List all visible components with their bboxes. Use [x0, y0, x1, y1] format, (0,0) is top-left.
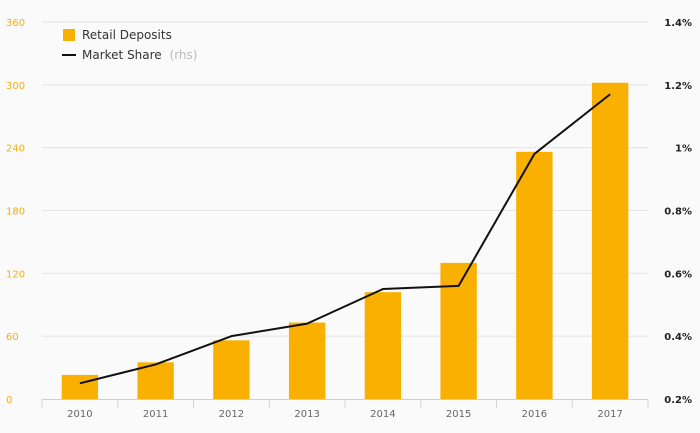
legend: Retail Deposits Market Share (rhs)	[62, 28, 197, 62]
legend-label-line-name: Market Share	[82, 48, 162, 62]
left-tick-label: 0	[6, 395, 12, 406]
x-tick-label: 2012	[219, 409, 244, 420]
line-series	[79, 93, 611, 385]
left-tick-label: 360	[6, 18, 25, 29]
legend-label-line: Market Share (rhs)	[82, 48, 197, 62]
bar	[288, 322, 326, 399]
legend-swatch-bar	[63, 29, 75, 41]
right-tick-label: 0.8%	[664, 207, 692, 218]
x-tick-label: 2010	[67, 409, 92, 420]
left-tick-label: 180	[6, 207, 25, 218]
x-tick-label: 2016	[522, 409, 547, 420]
bar-series	[61, 82, 629, 399]
x-tick-label: 2011	[143, 409, 168, 420]
x-tick-label: 2014	[370, 409, 395, 420]
x-axis: 2010 2011 2012 2013 2014 2015 2016 2017	[41, 399, 649, 420]
bar	[61, 374, 99, 399]
right-tick-label: 0.6%	[664, 269, 692, 280]
bar	[364, 292, 402, 399]
right-tick-label: 1%	[675, 144, 692, 155]
gridlines	[42, 21, 648, 337]
right-tick-label: 0.2%	[664, 395, 692, 406]
bar	[440, 262, 477, 399]
market-share-line	[79, 93, 611, 385]
legend-label-bar: Retail Deposits	[82, 28, 172, 42]
x-tick-label: 2017	[597, 409, 622, 420]
left-tick-label: 240	[6, 144, 25, 155]
legend-label-line-suffix: (rhs)	[170, 48, 198, 62]
bar	[591, 82, 629, 399]
right-tick-label: 1.2%	[664, 81, 692, 92]
x-tick-label: 2015	[446, 409, 471, 420]
bar	[516, 151, 553, 399]
left-tick-label: 120	[6, 269, 25, 280]
bar	[213, 340, 250, 399]
x-tick-label: 2013	[294, 409, 319, 420]
left-tick-label: 60	[6, 332, 19, 343]
right-tick-label: 0.4%	[664, 332, 692, 343]
left-tick-label: 300	[6, 81, 25, 92]
right-tick-label: 1.4%	[664, 18, 692, 29]
left-axis: 0 60 120 180 240 300 360	[6, 18, 25, 406]
right-axis: 0.2% 0.4% 0.6% 0.8% 1% 1.2% 1.4%	[664, 18, 692, 406]
